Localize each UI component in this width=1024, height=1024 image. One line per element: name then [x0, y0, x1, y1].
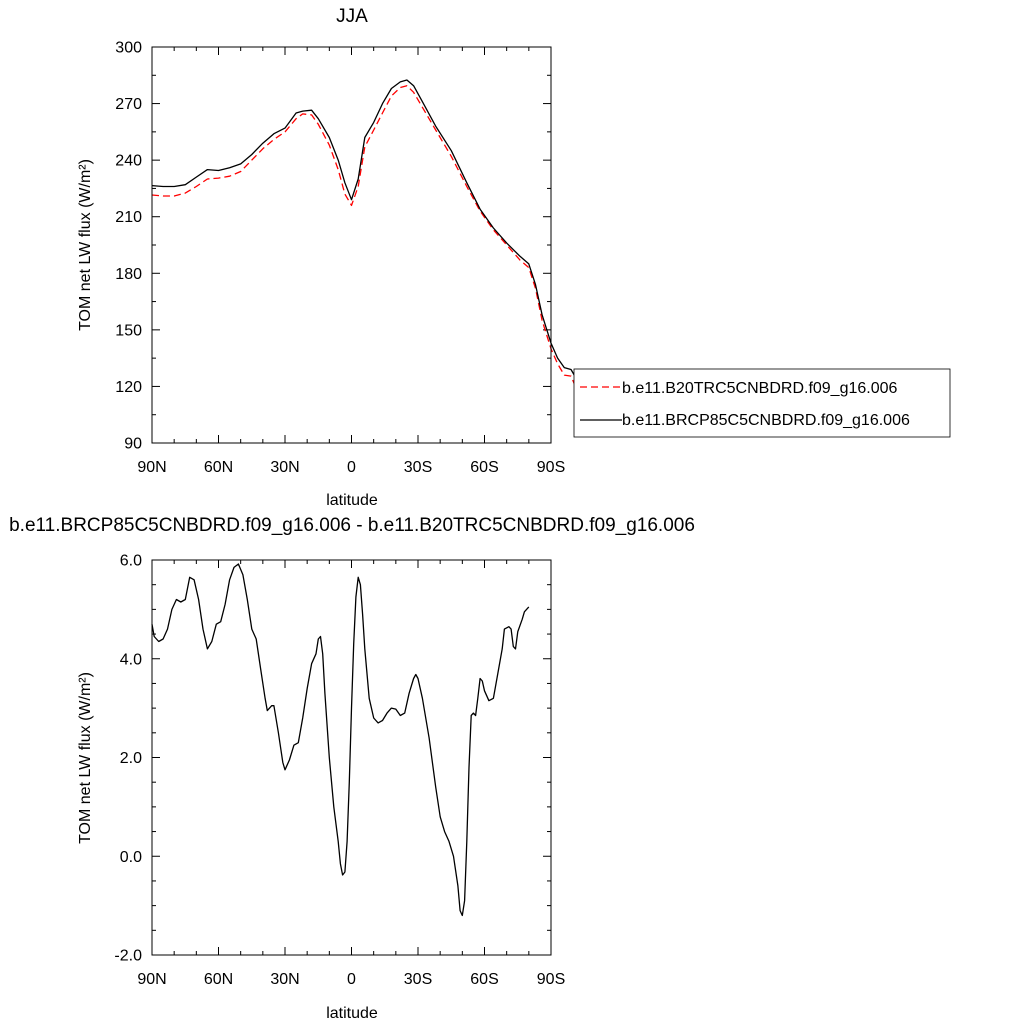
y-tick-label: -2.0	[114, 948, 142, 965]
x-tick-label: 90N	[137, 971, 166, 988]
legend-box	[573, 368, 951, 438]
plot-bottom: 90N 60N 30N 0 30S 60S 90S -2.0 0.0 2.0 4.0 6.0	[114, 553, 565, 989]
x-tick-label: 30N	[270, 459, 299, 476]
series-line-top-1	[151, 79, 581, 389]
y-tick-label: 0.0	[120, 849, 142, 866]
plot-top: 90N 60N 30N 0 30S 60S 90S 90 120 150 180 210 240 270 3…	[115, 40, 581, 476]
chart-title-bottom: b.e11.BRCP85C5CNBDRD.f09_g16.006 - b.e11…	[9, 515, 695, 536]
x-tick-label: 30S	[404, 971, 432, 988]
x-tick-label: 30S	[404, 459, 432, 476]
series-line-bottom-0	[151, 563, 530, 917]
y-tick-label: 6.0	[120, 553, 142, 570]
y-tick-label: 120	[115, 379, 142, 396]
y-tick-label: 90	[124, 436, 142, 453]
y-tick-label: 300	[115, 40, 142, 57]
y-tick-label: 240	[115, 153, 142, 170]
x-tick-label: 90S	[537, 971, 565, 988]
y-tick-label: 210	[115, 209, 142, 226]
y-axis-label-bottom: TOM net LW flux (W/m²)	[77, 672, 94, 844]
plot-frame-top	[151, 46, 552, 444]
x-tick-label: 90N	[137, 459, 166, 476]
legend: b.e11.B20TRC5CNBDRD.f09_g16.006 b.e11.BR…	[573, 368, 951, 438]
y-axis-label-top: TOM net LW flux (W/m²)	[77, 159, 94, 331]
x-tick-label: 90S	[537, 459, 565, 476]
x-tick-label: 60S	[470, 459, 498, 476]
x-tick-label: 0	[347, 459, 356, 476]
y-tick-label: 150	[115, 322, 142, 339]
x-axis-label-top: latitude	[326, 492, 378, 509]
x-tick-label: 30N	[270, 971, 299, 988]
plot-frame-bottom	[151, 559, 552, 956]
chart-title-top: JJA	[336, 6, 368, 27]
x-tick-label: 60N	[204, 971, 233, 988]
series-line-top-0	[151, 85, 581, 398]
y-tick-label: 180	[115, 266, 142, 283]
x-axis-label-bottom: latitude	[326, 1005, 378, 1022]
x-tick-label: 60N	[204, 459, 233, 476]
y-tick-label: 2.0	[120, 750, 142, 767]
y-tick-label: 4.0	[120, 651, 142, 668]
x-tick-label: 0	[347, 971, 356, 988]
y-tick-label: 270	[115, 96, 142, 113]
legend-label-rcp85: b.e11.BRCP85C5CNBDRD.f09_g16.006	[622, 412, 910, 429]
legend-label-historical: b.e11.B20TRC5CNBDRD.f09_g16.006	[622, 380, 898, 397]
x-tick-label: 60S	[470, 971, 498, 988]
